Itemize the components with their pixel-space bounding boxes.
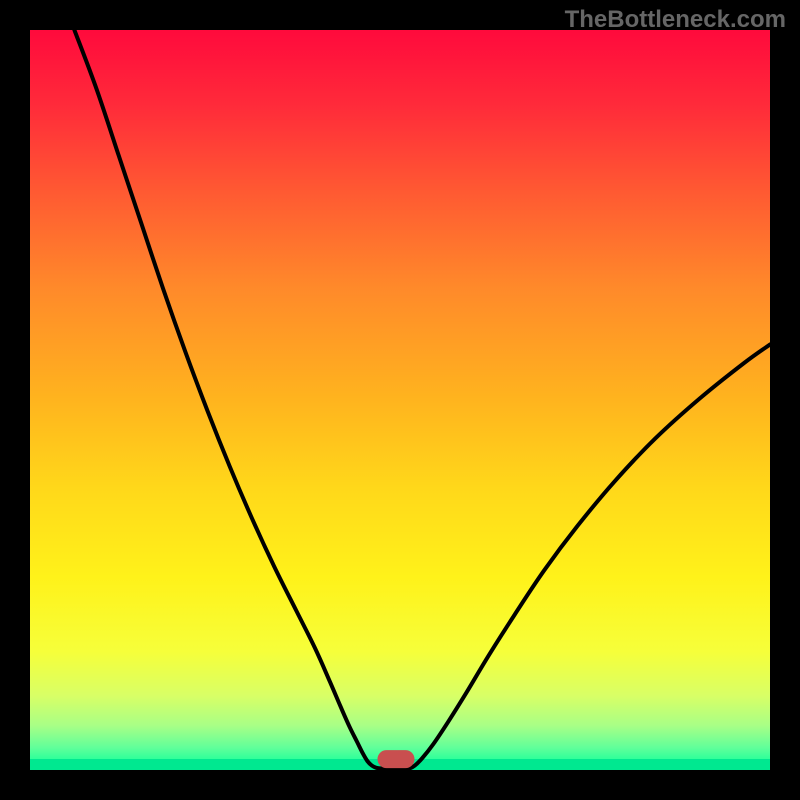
attribution-text: TheBottleneck.com xyxy=(565,6,786,34)
v-curve xyxy=(30,30,770,770)
plot-area xyxy=(30,30,770,770)
bottleneck-chart: TheBottleneck.com xyxy=(0,0,800,800)
optimum-marker xyxy=(378,750,415,768)
